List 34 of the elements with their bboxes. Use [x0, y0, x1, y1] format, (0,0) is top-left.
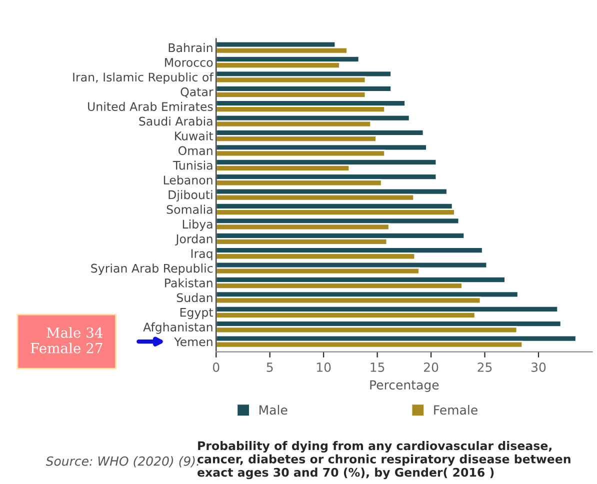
y-tick-label: Sudan [176, 292, 212, 302]
y-tick-label: Lebanon [164, 175, 212, 185]
y-tick-label: Yemen [174, 337, 212, 346]
x-tick-label: 10 [316, 362, 331, 372]
x-tick-label: 0 [212, 362, 220, 372]
x-tick-label: 15 [370, 362, 384, 372]
x-tick-label: 30 [531, 362, 546, 372]
y-tick-label: Jordan [175, 234, 212, 246]
y-tick-label: Syrian Arab Republic [91, 264, 213, 276]
x-tick-label: 25 [478, 362, 492, 372]
legend-label: Female [434, 404, 478, 415]
x-tick-label: 5 [266, 362, 273, 372]
y-tick-label: Iran, Islamic Republic of [73, 72, 214, 84]
text: Male 34 Female 27 [30, 327, 103, 354]
y-tick-label: Djibouti [168, 190, 212, 202]
y-tick-label: Pakistan [165, 278, 212, 288]
y-tick-label: Libya [182, 219, 212, 231]
y-tick-label: Morocco [165, 58, 213, 67]
y-tick-label: Afghanistan [143, 322, 212, 334]
legend-label: Male [260, 404, 288, 415]
source-note: Source: WHO (2020) (9). [46, 456, 198, 468]
y-tick-label: Egypt [180, 308, 214, 320]
y-tick-label: Kuwait [175, 131, 214, 140]
x-tick-label: 20 [424, 362, 438, 372]
y-tick-label: Saudi Arabia [139, 116, 212, 126]
x-axis-title: Percentage [370, 380, 439, 392]
y-tick-label: United Arab Emirates [88, 102, 213, 111]
y-tick-label: Qatar [180, 87, 214, 98]
y-tick-label: Bahrain [168, 43, 212, 52]
y-tick-label: Somalia [166, 204, 212, 214]
text: Probability of dying from any cardiovascular disease, cancer, diabetes or chronic respiratory disease between exact ages 30 and 70 (%), by Gender( 2016 ) [198, 441, 570, 480]
y-tick-label: Tunisia [172, 160, 212, 170]
y-tick-label: Oman [178, 146, 212, 156]
y-tick-label: Iraq [191, 249, 212, 260]
